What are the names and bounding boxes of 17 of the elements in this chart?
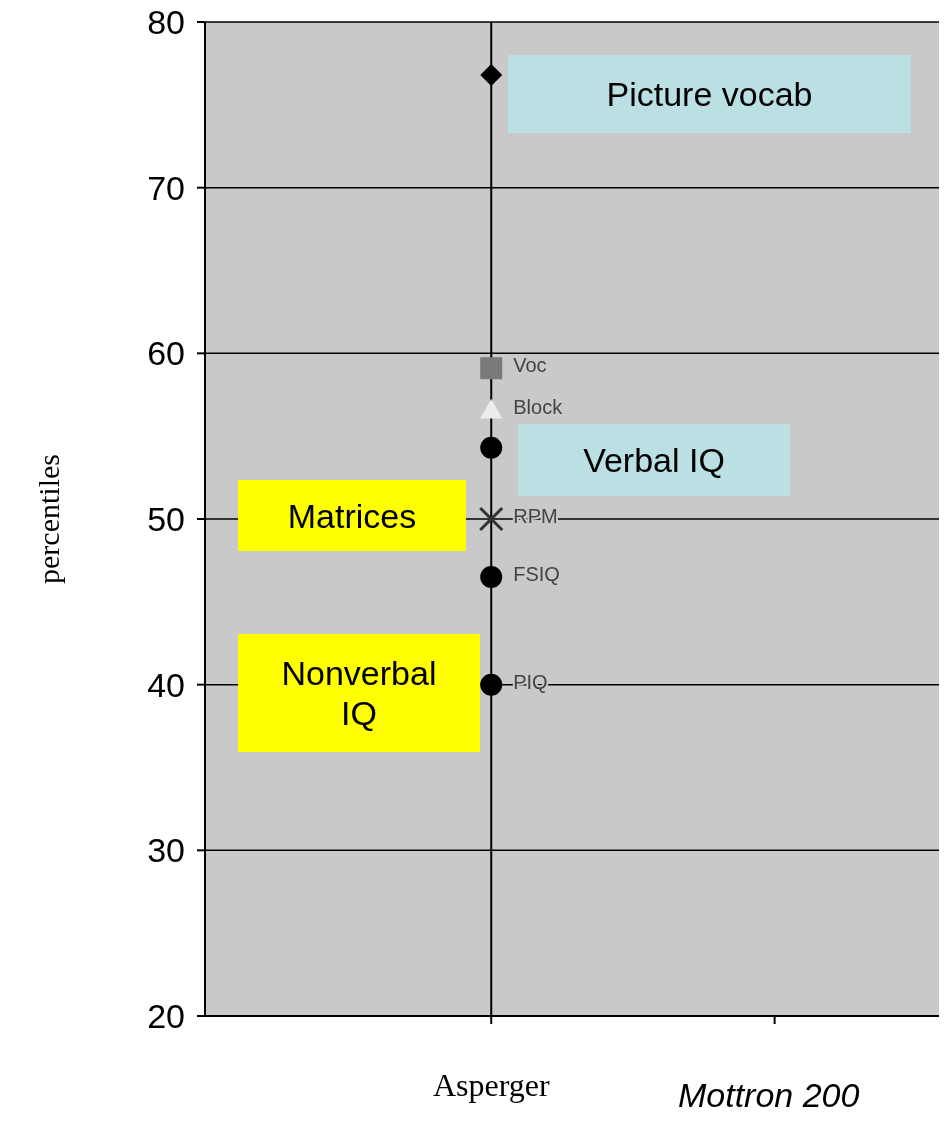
x-tick-label: Asperger [432,1067,550,1103]
annotation: Nonverbal IQ [281,654,437,732]
annotation: Verbal IQ [583,441,725,479]
y-tick-label: 30 [147,831,185,870]
y-tick-label: 20 [147,997,185,1036]
y-tick-label: 50 [147,500,185,539]
text: Mottron 200 [678,1076,860,1114]
y-axis-title: percentiles [31,454,65,584]
y-tick-label: 60 [147,334,185,373]
y-tick-label: 80 [147,3,185,42]
y-tick-label: 40 [147,665,185,704]
annotation: Matrices [287,496,417,535]
series-label: Block [513,395,564,418]
series-label: FSIQ [513,562,560,585]
y-tick-label: 70 [147,168,185,207]
annotation: Picture vocab [606,75,813,113]
series-label: Voc [513,354,547,377]
